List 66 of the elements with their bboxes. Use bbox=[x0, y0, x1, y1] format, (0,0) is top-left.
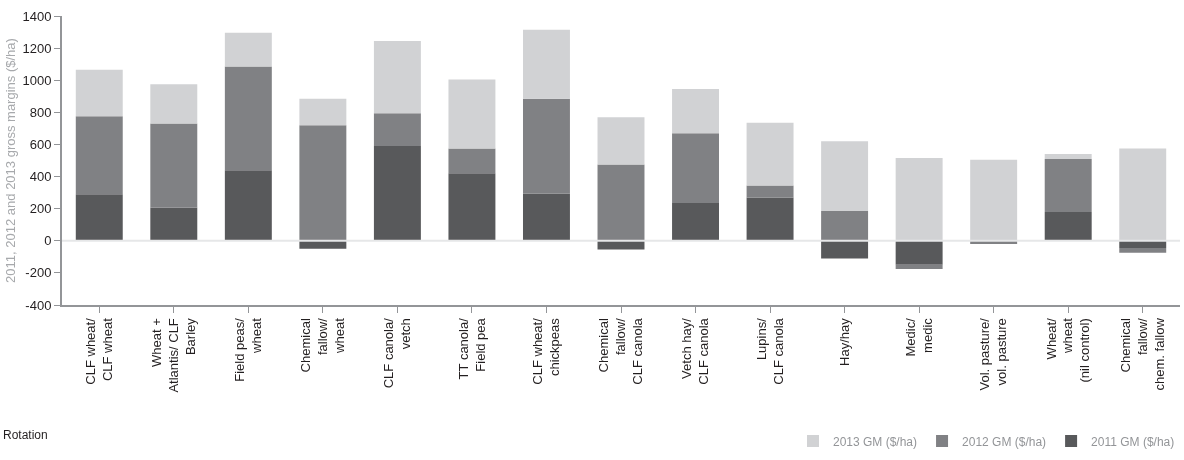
bar bbox=[895, 240, 943, 265]
x-tick-label: CLF wheat/ chickpeas bbox=[530, 317, 563, 385]
bar bbox=[1119, 148, 1167, 241]
x-tick-label: Wheat + Atlantis/ CLF Barley bbox=[149, 317, 198, 393]
y-axis-title: 2011, 2012 and 2013 gross margins ($/ha) bbox=[2, 38, 18, 283]
y-tick-label: 400 bbox=[29, 169, 52, 185]
bar bbox=[75, 116, 123, 195]
x-tick-label: CLF wheat/ CLF wheat bbox=[83, 317, 115, 385]
y-tick-label: 1000 bbox=[22, 72, 52, 88]
x-axis-title: Rotation bbox=[3, 428, 48, 442]
bar bbox=[1044, 211, 1092, 241]
bar bbox=[150, 207, 198, 241]
x-tick-label: Medic/ medic bbox=[902, 317, 935, 357]
y-tick-label: 0 bbox=[44, 233, 52, 249]
bar bbox=[821, 141, 869, 212]
bar bbox=[448, 173, 496, 241]
bar bbox=[672, 133, 720, 204]
y-tick-label: 800 bbox=[29, 104, 52, 120]
bar bbox=[373, 40, 421, 114]
bar bbox=[299, 125, 347, 241]
bar bbox=[970, 159, 1018, 241]
x-tick-label: Lupins/ CLF canola bbox=[753, 317, 786, 385]
bar bbox=[1044, 158, 1092, 212]
bar bbox=[746, 185, 794, 198]
bar bbox=[299, 98, 347, 126]
x-tick-label: CLF canola/ vetch bbox=[381, 317, 414, 389]
bar bbox=[821, 211, 869, 241]
y-tick-label: -200 bbox=[25, 265, 52, 281]
y-tick-label: 600 bbox=[29, 136, 52, 152]
legend-label: 2011 GM ($/ha) bbox=[1091, 434, 1175, 449]
bar bbox=[522, 29, 570, 99]
bar bbox=[448, 148, 496, 174]
bar bbox=[672, 203, 720, 241]
bar bbox=[746, 122, 794, 186]
bar bbox=[75, 69, 123, 117]
bar bbox=[373, 146, 421, 241]
bar bbox=[224, 170, 272, 241]
bar bbox=[895, 158, 943, 241]
bar bbox=[522, 193, 570, 241]
x-tick-label: Wheat/ wheat (nil control) bbox=[1043, 317, 1093, 383]
x-tick-label: Hay/hay bbox=[836, 317, 852, 366]
bar bbox=[1119, 248, 1167, 253]
bar bbox=[895, 264, 943, 269]
x-tick-label: Chemical fallow/ wheat bbox=[298, 317, 347, 373]
bar bbox=[597, 164, 645, 241]
bar bbox=[75, 194, 123, 241]
y-tick-label: 1400 bbox=[22, 8, 52, 24]
bar bbox=[597, 117, 645, 165]
bar bbox=[672, 89, 720, 134]
bar bbox=[224, 66, 272, 171]
bar bbox=[224, 32, 272, 67]
x-tick-label: TT canola/ Field pea bbox=[455, 317, 488, 380]
bar bbox=[373, 113, 421, 147]
x-tick-label: Field peas/ wheat bbox=[232, 317, 265, 382]
legend-label: 2012 GM ($/ha) bbox=[962, 434, 1047, 449]
bar bbox=[150, 84, 198, 124]
y-tick-label: -400 bbox=[25, 297, 52, 313]
bar bbox=[821, 240, 869, 259]
y-tick-label: 200 bbox=[29, 201, 52, 217]
bar bbox=[522, 98, 570, 194]
legend-label: 2013 GM ($/ha) bbox=[833, 434, 918, 449]
bar bbox=[150, 123, 198, 208]
y-tick-label: 1200 bbox=[22, 40, 52, 56]
bar bbox=[1044, 154, 1092, 159]
bar bbox=[448, 79, 496, 149]
bar bbox=[746, 197, 794, 241]
